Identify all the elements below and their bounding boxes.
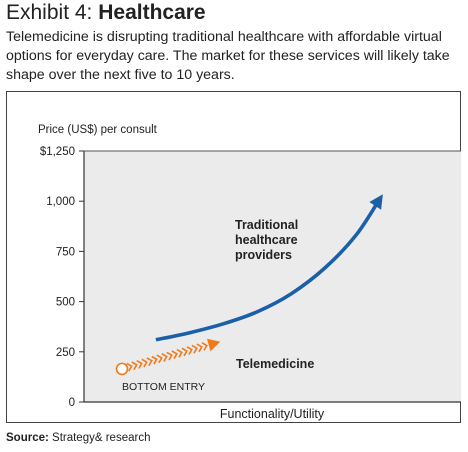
y-tick-label: 750 [56,246,75,258]
label-layer: Price (US$) per consult Functionality/Uti… [38,124,325,421]
y-tick-label: 500 [56,297,75,309]
traditional-healthcare-label-line: Traditional [235,218,298,232]
telemedicine-chevron [176,348,183,358]
exhibit-label: Exhibit 4: [6,1,99,24]
exhibit-heading: Healthcare [98,1,206,24]
telemedicine-chevron [131,361,138,371]
telemedicine-chevron [126,362,133,372]
telemedicine-arrowhead [207,338,221,352]
bottom-entry-marker [115,362,129,376]
telemedicine-chevron [181,347,188,357]
y-tick-label: 0 [69,397,75,409]
telemedicine-chevron [136,359,143,369]
traditional-healthcare-label-line: providers [235,248,292,262]
bottom-entry-label: BOTTOM ENTRY [122,381,205,393]
telemedicine-chevron [146,357,153,366]
telemedicine-chevron [196,343,203,353]
plot-background [84,151,461,402]
telemedicine-chevron [186,346,193,355]
traditional-healthcare-line [155,198,382,342]
y-axis-ticks: 0 250 500 750 1,000 $1,250 [40,146,461,409]
y-tick-label: 250 [56,347,75,359]
traditional-healthcare-label-line: healthcare [235,233,298,247]
telemedicine-chevron [171,350,178,360]
exhibit-description: Telemedicine is disrupting traditional h… [6,29,450,83]
telemedicine-chevron [166,351,173,361]
exhibit-title: Exhibit 4: Healthcare [6,0,206,26]
telemedicine-label: Telemedicine [236,357,314,371]
source-note: Source: Strategy& research [6,432,150,444]
telemedicine-chevron [141,358,148,368]
source-label: Source: [6,432,49,444]
traditional-healthcare-arrowhead [369,194,383,210]
series-layer [115,194,383,376]
telemedicine-chevron [161,353,168,362]
telemedicine-chevron [191,344,198,354]
source-text: Strategy& research [48,432,151,444]
y-tick-label: $1,250 [40,146,75,158]
y-axis-label: Price (US$) per consult [38,124,158,136]
telemedicine-chevron [201,342,208,351]
y-tick-label: 1,000 [46,196,75,208]
telemedicine-chevron [151,355,158,365]
x-axis-label: Functionality/Utility [220,407,325,421]
telemedicine-chevron [156,354,163,364]
